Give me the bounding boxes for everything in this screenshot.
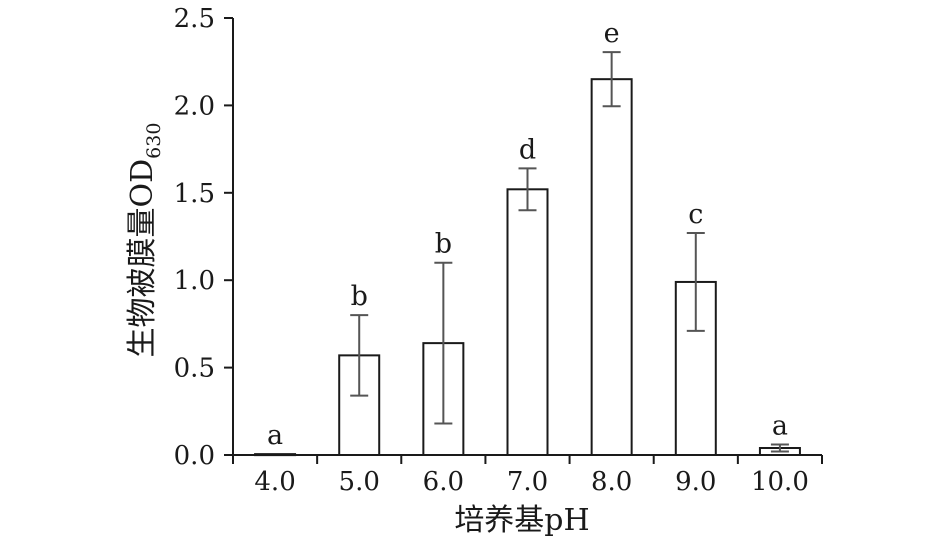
error-bar-8.0	[602, 51, 621, 108]
significance-label-9.0: c	[688, 199, 703, 230]
significance-label-6.0: b	[435, 229, 452, 260]
y-tick-labels-group: 0.0 0.5 1.0 1.5 2.0 2.5	[174, 4, 215, 471]
y-tick-label-1: 0.5	[174, 354, 215, 384]
bar-4.0	[254, 453, 297, 457]
bar-8.0	[590, 78, 633, 457]
x-tick-label-4.0: 4.0	[254, 467, 295, 497]
x-axis-title: 培养基pH	[454, 503, 589, 538]
x-tick-label-7.0: 7.0	[507, 467, 548, 497]
significance-labels-group: a b b d e c a	[267, 18, 788, 451]
x-tick-label-8.0: 8.0	[591, 467, 632, 497]
bar-7.0	[506, 188, 549, 457]
error-bar-7.0	[518, 167, 537, 212]
y-tick-label-3: 1.5	[174, 179, 215, 209]
y-tick-label-2: 1.0	[174, 266, 215, 296]
x-tick-labels-group: 4.0 5.0 6.0 7.0 8.0 9.0 10.0	[254, 467, 808, 497]
x-tick-label-6.0: 6.0	[423, 467, 464, 497]
y-axis-title-subscript: 630	[143, 123, 165, 159]
y-axis-title-main: 生物被膜量OD	[125, 159, 160, 358]
significance-label-7.0: d	[519, 134, 536, 165]
error-bar-10.0	[770, 443, 789, 453]
error-bar-6.0	[434, 261, 453, 425]
x-tick-label-10.0: 10.0	[751, 467, 809, 497]
significance-label-8.0: e	[604, 18, 620, 49]
y-tick-label-4: 2.0	[174, 91, 215, 121]
error-bars-group	[350, 51, 789, 453]
x-tick-label-9.0: 9.0	[675, 467, 716, 497]
significance-label-5.0: b	[351, 281, 368, 312]
y-tick-label-0: 0.0	[174, 441, 215, 471]
y-tick-label-5: 2.5	[174, 4, 215, 34]
plot-area	[224, 17, 823, 464]
y-axis-title: 生物被膜量OD630	[125, 123, 165, 358]
error-bar-5.0	[350, 314, 369, 397]
x-tick-label-5.0: 5.0	[339, 467, 380, 497]
significance-label-4.0: a	[267, 420, 283, 451]
significance-label-10.0: a	[772, 411, 788, 442]
error-bar-9.0	[686, 232, 705, 332]
